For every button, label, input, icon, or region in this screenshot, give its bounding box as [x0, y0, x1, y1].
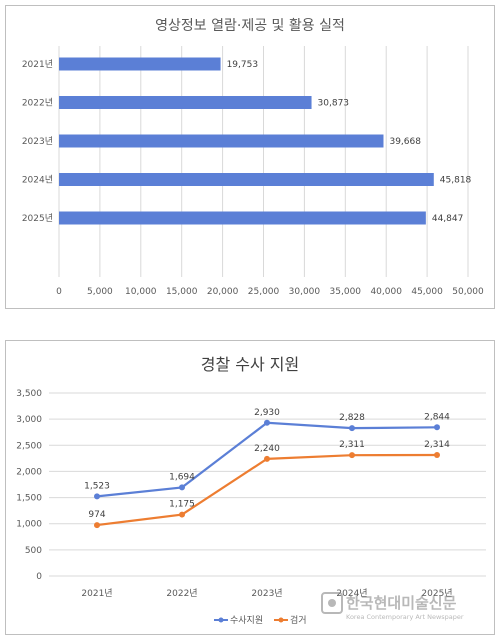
- y-tick-label: 1,500: [16, 494, 42, 504]
- bar-chart-panel: 영상정보 열람·제공 및 활용 실적 0 5,000 10,000 15,000 20,0…: [5, 5, 495, 309]
- x-category-label: 2022년: [166, 588, 197, 599]
- y-category-label: 2025년: [22, 213, 53, 224]
- x-category-label: 2023년: [251, 588, 282, 599]
- data-point: [264, 455, 270, 462]
- line-chart-panel: 경찰 수사 지원 0 500 1,000 1,500 2,000 2,500 3,000 3,5…: [5, 340, 495, 635]
- bar: [59, 134, 384, 148]
- x-tick-label: 25,000: [248, 287, 280, 297]
- watermark-title: 한국현대미술신문: [346, 594, 457, 612]
- data-point: [264, 419, 270, 426]
- y-category-label: 2024년: [22, 175, 53, 186]
- bar-value-label: 19,753: [227, 60, 258, 70]
- newspaper-logo-icon: [321, 592, 343, 614]
- x-category-label: 2025년: [421, 588, 452, 599]
- data-point: [349, 452, 355, 459]
- bar-value-label: 45,818: [440, 176, 472, 186]
- y-category-label: 2023년: [22, 136, 53, 147]
- y-tick-label: 500: [25, 546, 42, 556]
- bar: [59, 211, 426, 225]
- y-tick-label: 3,000: [16, 415, 42, 425]
- line-chart: 경찰 수사 지원 0 500 1,000 1,500 2,000 2,500 3,000 3,5…: [16, 355, 486, 626]
- y-tick-label: 3,500: [16, 389, 42, 399]
- bar-value-label: 44,847: [432, 214, 464, 224]
- data-point: [94, 522, 100, 529]
- y-tick-label: 2,000: [16, 467, 42, 477]
- x-tick-label: 35,000: [330, 287, 362, 297]
- chart-title: 영상정보 열람·제공 및 활용 실적: [155, 18, 345, 34]
- data-label: 2,930: [254, 408, 280, 418]
- data-label: 2,240: [254, 444, 280, 454]
- x-tick-label: 15,000: [166, 287, 198, 297]
- data-label: 2,828: [339, 413, 365, 423]
- legend-label: 검거: [290, 614, 307, 626]
- data-point: [349, 425, 355, 432]
- x-tick-label: 10,000: [125, 287, 157, 297]
- data-point: [179, 484, 185, 491]
- data-point: [434, 452, 440, 459]
- bar-chart: 영상정보 열람·제공 및 활용 실적 0 5,000 10,000 15,000 20,0…: [22, 18, 484, 297]
- x-tick-label: 0: [56, 287, 62, 297]
- x-tick-label: 5,000: [87, 287, 113, 297]
- bar: [59, 57, 221, 71]
- y-tick-label: 0: [36, 572, 42, 582]
- legend-marker: [218, 617, 224, 623]
- chart-title: 경찰 수사 지원: [201, 355, 300, 374]
- data-point: [179, 511, 185, 518]
- data-point: [94, 493, 100, 500]
- watermark-subtitle: Korea Contemporary Art Newspaper: [346, 613, 464, 621]
- data-point: [434, 424, 440, 431]
- legend-label: 수사지원: [230, 615, 263, 626]
- x-category-label: 2024년: [336, 588, 367, 599]
- bar: [59, 173, 434, 186]
- data-label: 2,311: [339, 440, 365, 450]
- data-label: 2,844: [424, 412, 450, 422]
- x-tick-label: 40,000: [370, 287, 402, 297]
- x-tick-label: 50,000: [452, 287, 484, 297]
- x-tick-label: 20,000: [207, 287, 239, 297]
- data-label: 2,314: [424, 440, 450, 450]
- y-tick-label: 2,500: [16, 441, 42, 451]
- y-tick-label: 1,000: [16, 520, 42, 530]
- data-label: 1,694: [169, 472, 195, 482]
- bar-value-label: 39,668: [389, 137, 421, 147]
- data-label: 974: [88, 510, 105, 520]
- x-tick-label: 45,000: [411, 287, 443, 297]
- data-label: 1,523: [84, 481, 110, 491]
- newspaper-watermark: 한국현대미술신문 Korea Contemporary Art Newspape…: [320, 585, 495, 625]
- y-category-label: 2021년: [22, 59, 53, 70]
- data-label: 1,175: [169, 500, 195, 510]
- bar: [59, 96, 312, 109]
- bar-value-label: 30,873: [318, 99, 350, 109]
- legend-marker: [278, 617, 284, 623]
- y-category-label: 2022년: [22, 98, 53, 109]
- x-category-label: 2021년: [81, 588, 112, 599]
- x-tick-label: 30,000: [289, 287, 321, 297]
